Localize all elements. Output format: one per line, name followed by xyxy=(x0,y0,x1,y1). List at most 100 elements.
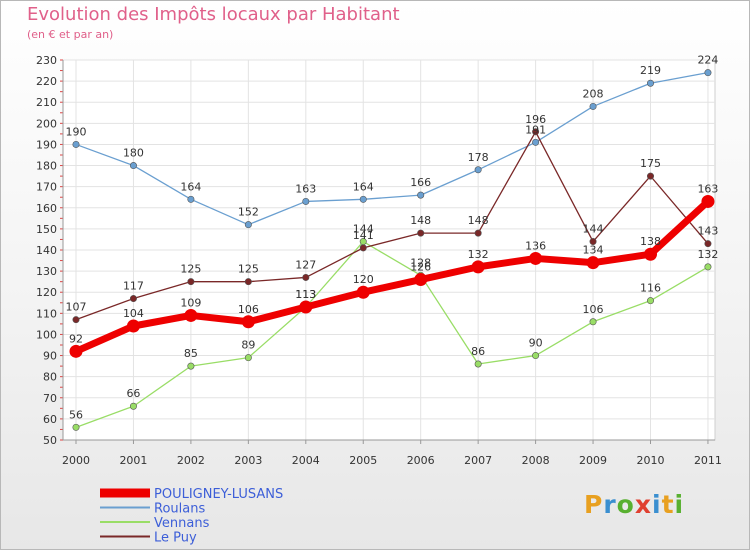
x-tick-label: 2004 xyxy=(292,454,320,467)
data-point-Vennans xyxy=(704,263,712,271)
data-label-Roulans: 190 xyxy=(66,125,87,138)
data-label-Vennans: 106 xyxy=(583,303,604,316)
data-label-Le Puy: 125 xyxy=(238,263,259,276)
data-point-POULIGNEY-LUSANS xyxy=(126,319,140,333)
data-label-Le Puy: 127 xyxy=(295,258,316,271)
data-label-POULIGNEY-LUSANS: 113 xyxy=(295,288,316,301)
data-label-Vennans: 128 xyxy=(410,256,431,269)
data-point-Vennans xyxy=(474,360,482,368)
data-point-Vennans xyxy=(532,352,540,360)
data-label-POULIGNEY-LUSANS: 109 xyxy=(180,296,201,309)
y-tick-label: 140 xyxy=(36,244,57,257)
data-label-POULIGNEY-LUSANS: 138 xyxy=(640,235,661,248)
data-label-Le Puy: 125 xyxy=(180,263,201,276)
data-point-Roulans xyxy=(72,140,80,148)
data-point-POULIGNEY-LUSANS xyxy=(471,260,485,274)
data-point-Vennans xyxy=(72,423,80,431)
data-label-Vennans: 90 xyxy=(529,337,543,350)
data-point-Roulans xyxy=(532,138,540,146)
data-label-Vennans: 132 xyxy=(697,248,718,261)
proxiti-logo: Proxiti xyxy=(584,490,684,519)
x-tick-label: 2003 xyxy=(234,454,262,467)
x-tick-label: 2008 xyxy=(522,454,550,467)
data-point-POULIGNEY-LUSANS xyxy=(184,308,198,322)
data-label-Roulans: 191 xyxy=(525,123,546,136)
data-point-POULIGNEY-LUSANS xyxy=(414,273,428,287)
logo-letter: r xyxy=(603,490,617,519)
data-label-Roulans: 224 xyxy=(697,54,718,67)
y-tick-label: 100 xyxy=(36,328,57,341)
data-label-POULIGNEY-LUSANS: 163 xyxy=(697,182,718,195)
series-line-Le Puy xyxy=(75,131,709,321)
y-tick-label: 130 xyxy=(36,265,57,278)
x-tick-label: 2011 xyxy=(694,454,722,467)
legend-label-POULIGNEY-LUSANS: POULIGNEY-LUSANS xyxy=(154,487,283,502)
data-point-POULIGNEY-LUSANS xyxy=(356,285,370,299)
data-label-Roulans: 164 xyxy=(353,180,374,193)
x-tick-label: 2000 xyxy=(62,454,90,467)
y-tick-label: 180 xyxy=(36,160,57,173)
data-point-POULIGNEY-LUSANS xyxy=(701,194,715,208)
data-point-Le Puy xyxy=(244,278,252,286)
data-label-POULIGNEY-LUSANS: 134 xyxy=(583,244,604,257)
data-label-Roulans: 152 xyxy=(238,206,259,219)
series-line-POULIGNEY-LUSANS xyxy=(72,197,712,355)
data-point-Le Puy xyxy=(417,229,425,237)
logo-letter: i xyxy=(652,490,662,519)
y-tick-label: 230 xyxy=(36,54,57,67)
data-label-Roulans: 178 xyxy=(468,151,489,164)
data-point-Le Puy xyxy=(129,295,137,303)
data-point-POULIGNEY-LUSANS xyxy=(644,247,657,261)
data-point-Le Puy xyxy=(359,244,367,252)
y-tick-label: 80 xyxy=(43,371,57,384)
data-point-Le Puy xyxy=(72,316,80,324)
data-label-Vennans: 89 xyxy=(241,339,255,352)
x-tick-label: 2002 xyxy=(177,454,205,467)
logo-letter: P xyxy=(584,490,604,519)
data-label-Vennans: 66 xyxy=(126,387,140,400)
data-label-Roulans: 164 xyxy=(180,180,201,193)
x-tick-label: 2009 xyxy=(579,454,607,467)
data-label-Le Puy: 117 xyxy=(123,280,144,293)
data-point-Vennans xyxy=(187,362,195,370)
y-tick-label: 170 xyxy=(36,181,57,194)
data-label-POULIGNEY-LUSANS: 120 xyxy=(353,273,374,286)
x-tick-label: 2001 xyxy=(119,454,147,467)
data-label-Vennans: 144 xyxy=(353,223,374,236)
data-label-Roulans: 208 xyxy=(583,87,604,100)
y-tick-label: 160 xyxy=(36,202,57,215)
data-label-Le Puy: 148 xyxy=(410,214,431,227)
chart-title: Evolution des Impôts locaux par Habitant xyxy=(27,4,400,25)
y-tick-label: 200 xyxy=(36,117,57,130)
data-point-Le Puy xyxy=(646,172,654,180)
data-label-Le Puy: 148 xyxy=(468,214,489,227)
data-label-Vennans: 113 xyxy=(295,288,316,301)
series-line-Roulans xyxy=(75,72,709,226)
data-label-POULIGNEY-LUSANS: 132 xyxy=(468,248,489,261)
y-tick-label: 70 xyxy=(43,392,57,405)
legend-label-Vennans: Vennans xyxy=(154,516,210,531)
data-label-POULIGNEY-LUSANS: 104 xyxy=(123,307,144,320)
data-label-Vennans: 56 xyxy=(69,408,83,421)
data-label-Le Puy: 175 xyxy=(640,157,661,170)
data-point-Roulans xyxy=(589,102,597,110)
data-label-POULIGNEY-LUSANS: 136 xyxy=(525,239,546,252)
data-point-Vennans xyxy=(244,354,252,362)
data-point-POULIGNEY-LUSANS xyxy=(69,344,83,358)
data-label-Vennans: 85 xyxy=(184,347,198,360)
data-point-Vennans xyxy=(646,297,654,305)
y-tick-label: 150 xyxy=(36,223,57,236)
data-point-Roulans xyxy=(302,197,310,205)
x-tick-label: 2010 xyxy=(637,454,665,467)
data-point-Roulans xyxy=(474,166,482,174)
data-point-Vennans xyxy=(589,318,597,326)
data-point-Roulans xyxy=(359,195,367,203)
y-tick-label: 210 xyxy=(36,96,57,109)
x-tick-label: 2005 xyxy=(349,454,377,467)
data-label-POULIGNEY-LUSANS: 126 xyxy=(410,261,431,274)
data-point-Le Puy xyxy=(704,240,712,248)
y-tick-label: 220 xyxy=(36,75,57,88)
x-tick-label: 2006 xyxy=(407,454,435,467)
logo-letter: o xyxy=(616,490,635,519)
